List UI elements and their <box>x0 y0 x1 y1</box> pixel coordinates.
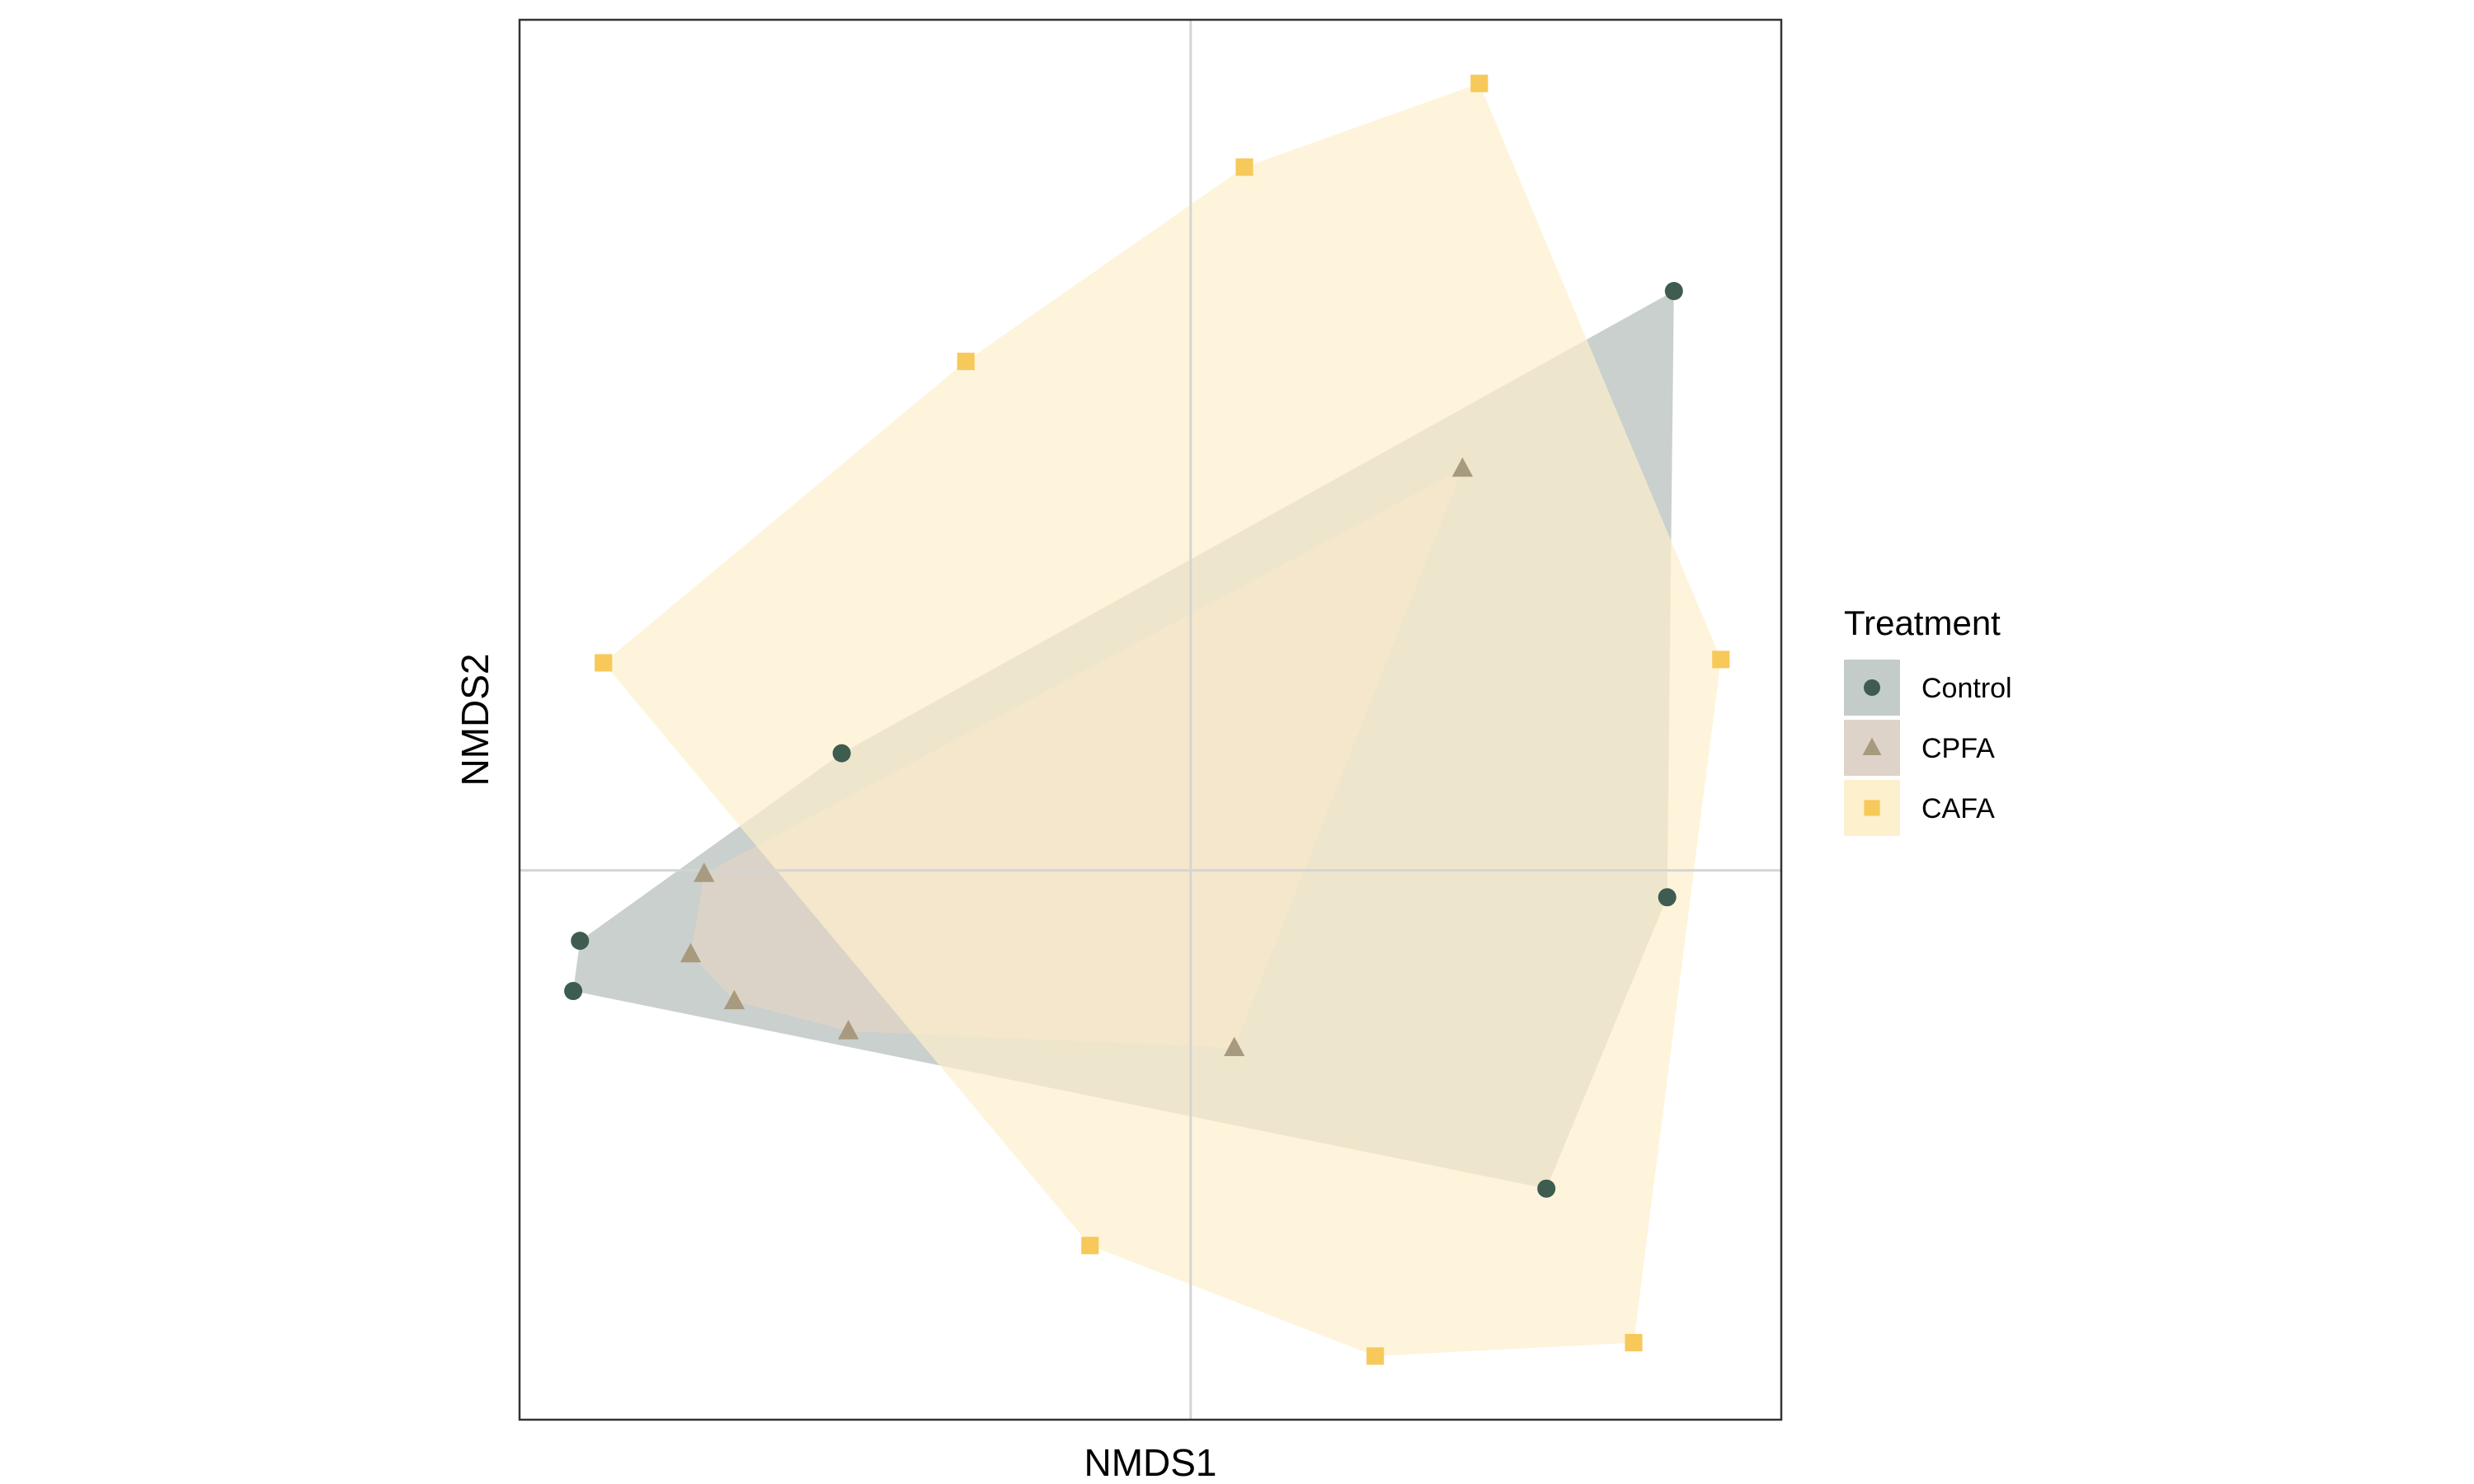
x-axis-title: NMDS1 <box>1084 1441 1216 1484</box>
legend-title: Treatment <box>1844 603 2001 642</box>
point-cafa-1 <box>1470 74 1489 92</box>
point-control-6 <box>1537 1179 1556 1198</box>
legend: Treatment Control CPFA CAFA <box>1844 603 2012 836</box>
legend-marker-control <box>1864 679 1880 696</box>
point-cpfa-5 <box>838 1020 859 1040</box>
point-cafa-7 <box>1366 1347 1385 1365</box>
point-cafa-8 <box>1625 1334 1643 1352</box>
point-cpfa-6 <box>1224 1036 1245 1056</box>
point-cafa-2 <box>1235 158 1253 176</box>
point-cpfa-3 <box>680 942 702 963</box>
point-control-2 <box>832 744 851 763</box>
hull-layer <box>573 83 1721 1356</box>
point-control-4 <box>564 982 583 1001</box>
legend-label-cpfa: CPFA <box>1921 733 1995 764</box>
point-control-1 <box>1664 282 1683 301</box>
points-layer <box>564 74 1730 1365</box>
point-cafa-6 <box>1081 1237 1099 1255</box>
legend-marker-cafa <box>1864 800 1880 816</box>
hull-cafa <box>603 83 1721 1356</box>
legend-label-cafa: CAFA <box>1921 793 1995 824</box>
point-control-3 <box>571 932 590 951</box>
legend-items: Control CPFA CAFA <box>1844 660 2012 836</box>
point-control-5 <box>1658 888 1677 907</box>
point-cafa-4 <box>595 654 613 672</box>
point-cpfa-2 <box>694 862 715 882</box>
point-cafa-3 <box>957 352 975 370</box>
y-axis-title: NMDS2 <box>454 653 496 786</box>
legend-marker-cpfa <box>1862 737 1882 755</box>
legend-label-control: Control <box>1921 673 2012 704</box>
reference-lines <box>520 20 1781 1420</box>
point-cpfa-1 <box>1451 457 1474 477</box>
point-cafa-5 <box>1712 650 1730 669</box>
point-cpfa-4 <box>723 989 745 1010</box>
plot-panel-border <box>518 18 1783 1421</box>
